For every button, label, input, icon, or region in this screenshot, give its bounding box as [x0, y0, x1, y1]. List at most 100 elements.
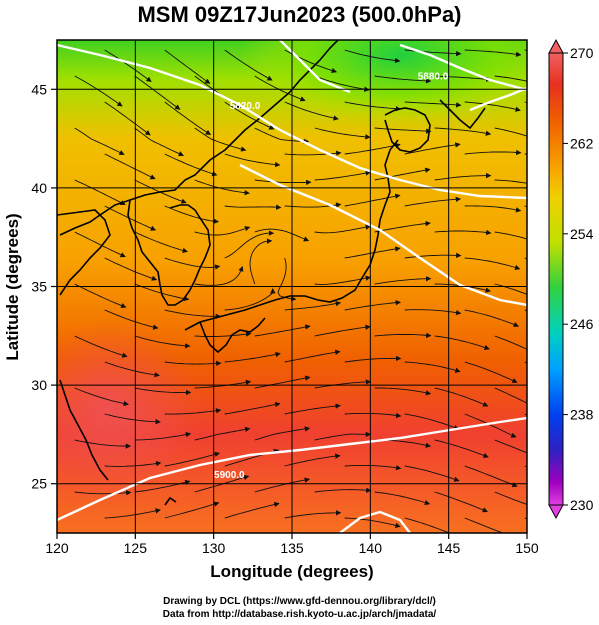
map-plot-area: 5820.0 5880.0 5900.0: [57, 40, 527, 533]
streamline: [224, 49, 273, 81]
streamline: [74, 490, 132, 496]
y-tick-label: 45: [31, 81, 47, 97]
streamline: [164, 101, 212, 135]
colorbar: 270 262 254 246 238 230: [548, 38, 594, 520]
streamline: [434, 439, 489, 458]
streamline: [374, 332, 432, 339]
contour-label: 5880.0: [418, 71, 449, 82]
streamline: [224, 101, 275, 130]
streamline: [284, 349, 341, 363]
streamline: [134, 231, 188, 253]
streamline: [224, 230, 275, 259]
streamline: [104, 309, 159, 330]
colorbar-label: 262: [570, 135, 594, 151]
contour-label: 5900.0: [214, 470, 245, 481]
streamline: [164, 360, 222, 367]
x-tick-label: 145: [437, 540, 461, 556]
streamline: [374, 491, 431, 506]
streamline: [374, 387, 432, 396]
streamline: [164, 205, 220, 224]
streamline: [344, 464, 402, 471]
streamline: [164, 309, 222, 319]
x-axis-label: Longitude (degrees): [210, 562, 373, 581]
streamline: [374, 127, 432, 134]
streamline: [344, 49, 401, 64]
streamline: [314, 75, 370, 92]
contour-labels: 5820.0 5880.0 5900.0: [214, 71, 449, 480]
streamline: [404, 142, 461, 155]
streamline: [74, 335, 128, 358]
streamline: [464, 465, 518, 488]
streamline: [249, 238, 273, 285]
streamline: [494, 335, 527, 350]
streamline: [374, 75, 432, 84]
streamline: [134, 75, 181, 110]
streamline: [434, 75, 492, 82]
streamline: [104, 508, 161, 519]
credits: Drawing by DCL (https://www.gfd-dennou.o…: [0, 595, 599, 621]
streamline: [344, 246, 401, 259]
streamline: [164, 153, 218, 177]
streamline: [164, 451, 221, 467]
streamline: [464, 149, 522, 156]
streamline: [254, 477, 311, 493]
streamline: [284, 403, 341, 415]
streamline: [224, 288, 276, 311]
streamline: [74, 75, 123, 107]
cold-region: [240, 40, 527, 125]
streamline: [164, 501, 220, 519]
y-tick-label: 35: [31, 279, 47, 295]
streamline: [134, 127, 185, 157]
streamline: [104, 460, 162, 467]
streamline: [104, 153, 156, 180]
streamline: [194, 426, 251, 441]
streamline: [524, 517, 527, 520]
streamline: [344, 355, 402, 363]
colorbar-top-arrow: [548, 38, 564, 54]
streamline: [284, 150, 342, 156]
streamline: [464, 517, 504, 533]
colorbar-label: 230: [570, 497, 594, 513]
streamline: [404, 413, 460, 431]
y-axis-ticks: 25 30 35 40 45: [31, 81, 57, 492]
streamline: [134, 335, 191, 349]
streamline: [344, 299, 401, 311]
streamline: [104, 257, 158, 281]
streamline: [104, 49, 152, 83]
contour-label: 5820.0: [230, 101, 261, 112]
x-tick-label: 135: [280, 540, 304, 556]
x-tick-label: 120: [45, 540, 69, 556]
colorbar-bar: [548, 52, 564, 506]
colorbar-bottom-arrow: [548, 504, 564, 520]
streamline: [284, 510, 342, 519]
streamline: [494, 179, 527, 184]
streamline: [314, 379, 372, 389]
streamline: [494, 231, 527, 240]
streamline: [434, 335, 490, 351]
streamline: [494, 439, 527, 454]
streamline: [104, 413, 161, 425]
colorbar-label: 254: [570, 226, 594, 242]
streamline: [164, 49, 211, 84]
streamline: [404, 49, 462, 57]
streamline: [404, 196, 462, 207]
streamline: [464, 309, 520, 328]
streamline: [374, 167, 431, 181]
streamline: [404, 361, 461, 373]
colorbar-label: 270: [570, 45, 594, 61]
streamline: [74, 127, 125, 155]
streamline: [374, 220, 431, 233]
colorbar-label: 246: [570, 316, 594, 332]
streamline: [464, 257, 521, 271]
streamline: [194, 226, 251, 236]
streamline: [284, 453, 341, 467]
streamline: [344, 101, 402, 112]
streamline: [314, 431, 372, 441]
streamline: [104, 101, 151, 136]
streamline: [224, 351, 281, 363]
streamline: [434, 127, 492, 136]
x-tick-label: 130: [202, 540, 226, 556]
streamline: [464, 361, 518, 383]
streamline: [74, 387, 129, 407]
